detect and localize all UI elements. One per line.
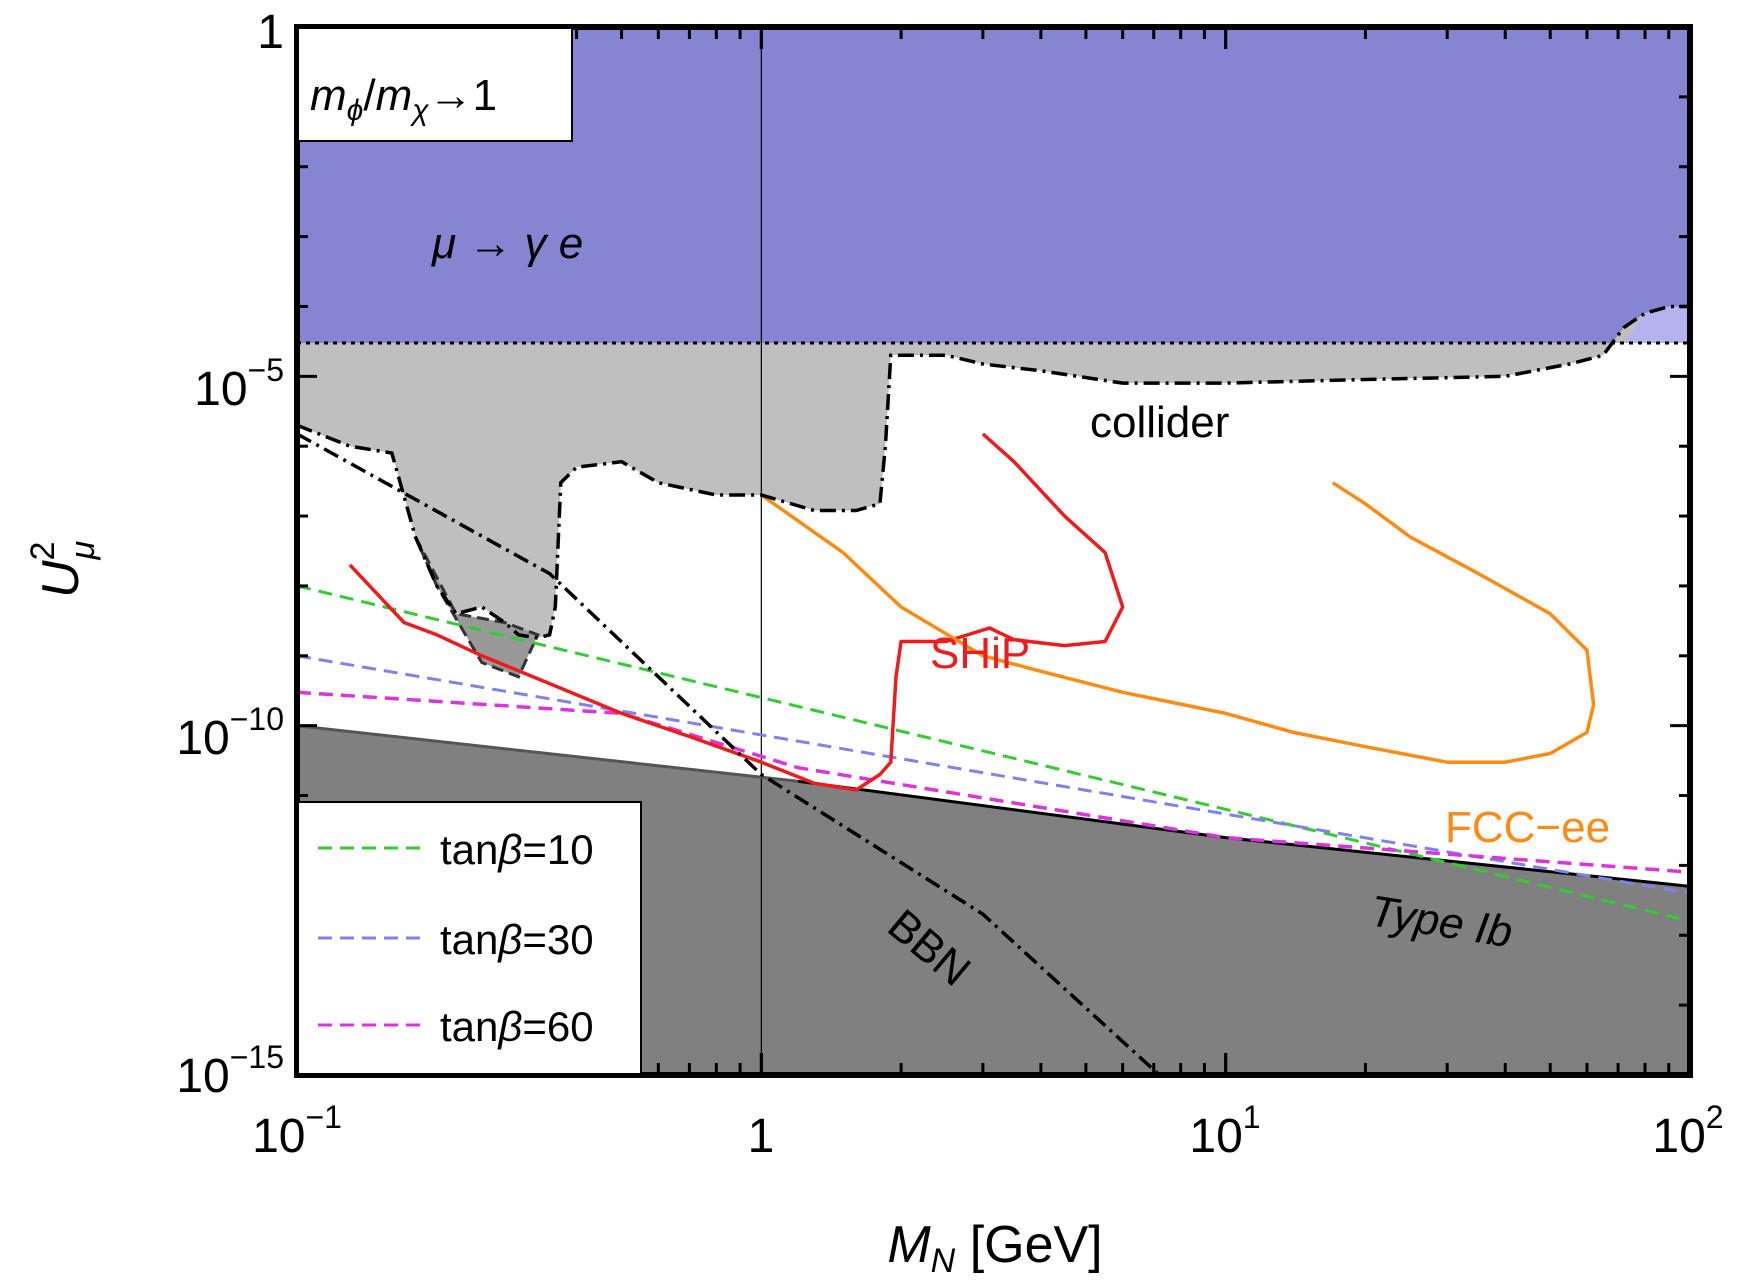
y-tick-label: 1 [257, 6, 284, 59]
type-ib-line-low-mass [297, 724, 799, 783]
x-tick-label: 101 [1189, 1099, 1260, 1163]
x-tick-label: 102 [1652, 1099, 1723, 1163]
type-ib-line [797, 779, 1690, 888]
legend-label-greek: β [496, 826, 522, 873]
x-tick-label: 10−1 [252, 1099, 342, 1163]
bbn-line [297, 432, 1161, 1075]
legend: tanβ=10 tanβ=30 tanβ=60 [297, 801, 642, 1075]
legend-item-tanbeta-60: tanβ=60 [318, 1003, 594, 1050]
inset-sub-chi: χ [409, 94, 429, 127]
inset-label-box: mϕ/mχ→1 [297, 27, 573, 142]
inset-slash: / [363, 71, 376, 120]
legend-label-greek: β [496, 916, 522, 963]
y-tick-label: 10−10 [176, 701, 284, 765]
plot-frame [294, 24, 1693, 1078]
svg-text:tanβ=60: tanβ=60 [440, 1003, 594, 1050]
label-collider: collider [1090, 398, 1229, 447]
legend-label-prefix: tan [440, 1003, 498, 1050]
fcc-ee-curve [760, 481, 1596, 764]
y-axis-label: U2μ [24, 541, 102, 598]
series-line-tanbeta-60 [297, 690, 1690, 874]
label-ship: SHiP [930, 629, 1030, 678]
series-line-tanbeta-10 [297, 584, 1690, 923]
excluded-light-gray-region [297, 306, 1690, 638]
inset-arrow: →1 [429, 71, 497, 120]
mu-gamma-e-light-patch [1623, 306, 1690, 343]
collider-contour [297, 304, 1690, 640]
inset-mass-chi: m [376, 71, 413, 120]
legend-label-prefix: tan [440, 826, 498, 873]
svg-text:tanβ=10: tanβ=10 [440, 826, 594, 873]
type-ib-excluded-region [297, 725, 1690, 1075]
ship-curve [348, 432, 1125, 792]
x-axis-label: MN [GeV] [887, 1216, 1102, 1280]
svg-text:tanβ=30: tanβ=30 [440, 916, 594, 963]
legend-label-prefix: tan [440, 916, 498, 963]
inset-mass-phi: m [310, 71, 347, 120]
legend-item-tanbeta-30: tanβ=30 [318, 916, 594, 963]
label-mu-gamma-e: μ → γ e [431, 219, 583, 268]
legend-label-suffix: =30 [522, 916, 593, 963]
y-tick-label: 10−5 [194, 352, 284, 416]
legend-label-greek: β [496, 1003, 522, 1050]
label-fcc-ee: FCC−ee [1445, 803, 1610, 852]
x-tick-label: 1 [748, 1110, 775, 1163]
legend-item-tanbeta-10: tanβ=10 [318, 826, 594, 873]
y-tick-label: 10−15 [176, 1039, 284, 1103]
svg-text:mϕ/mχ→1: mϕ/mχ→1 [310, 71, 497, 127]
legend-label-suffix: =60 [522, 1003, 593, 1050]
legend-label-suffix: =10 [522, 826, 593, 873]
inset-sub-phi: ϕ [347, 94, 364, 127]
